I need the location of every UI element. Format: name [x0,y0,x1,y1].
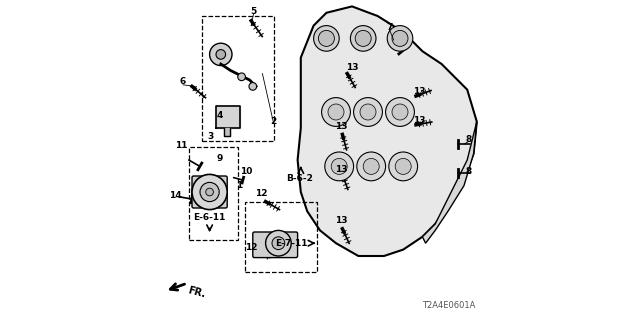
Text: 10: 10 [239,167,252,176]
Circle shape [392,104,408,120]
Circle shape [354,98,383,126]
Circle shape [238,73,246,81]
Text: 12: 12 [255,189,268,198]
Polygon shape [216,106,240,128]
Text: 8: 8 [466,167,472,176]
Circle shape [206,188,214,196]
Text: 13: 13 [346,63,358,72]
Circle shape [332,158,348,174]
Circle shape [322,98,351,126]
Circle shape [266,230,291,256]
Circle shape [385,98,415,126]
Text: 13: 13 [335,165,347,174]
Circle shape [389,152,417,181]
Text: 8: 8 [466,135,472,144]
Text: 13: 13 [335,216,347,225]
Text: 14: 14 [169,191,182,200]
Text: 13: 13 [413,87,426,96]
FancyBboxPatch shape [192,176,227,208]
Text: 6: 6 [180,77,186,86]
Text: 12: 12 [245,244,257,252]
Text: E-6-11: E-6-11 [193,213,226,222]
Circle shape [357,152,385,181]
Circle shape [355,30,371,46]
Circle shape [200,182,219,202]
Circle shape [387,26,413,51]
Text: T2A4E0601A: T2A4E0601A [422,301,475,310]
Polygon shape [298,6,477,256]
Text: 13: 13 [413,116,426,124]
Circle shape [210,43,232,66]
Text: 11: 11 [175,141,187,150]
Circle shape [360,104,376,120]
Text: 9: 9 [216,154,222,163]
Circle shape [396,158,412,174]
Circle shape [364,158,380,174]
Circle shape [314,26,339,51]
Circle shape [325,152,354,181]
Text: 3: 3 [207,132,214,140]
Text: E-7-11: E-7-11 [275,239,307,248]
Circle shape [392,30,408,46]
Circle shape [351,26,376,51]
Polygon shape [224,128,230,136]
Text: 5: 5 [250,7,257,16]
Circle shape [272,237,285,250]
Text: 2: 2 [271,117,276,126]
Text: 7: 7 [387,23,393,32]
FancyBboxPatch shape [253,232,298,258]
Circle shape [328,104,344,120]
Circle shape [319,30,334,46]
Text: B-6-2: B-6-2 [286,174,312,183]
Polygon shape [422,122,477,243]
Text: 4: 4 [217,111,223,120]
Text: FR.: FR. [186,285,206,300]
Circle shape [192,174,227,210]
Circle shape [216,50,226,59]
Text: 13: 13 [335,122,347,131]
Circle shape [249,83,257,90]
Text: 1: 1 [236,181,243,190]
